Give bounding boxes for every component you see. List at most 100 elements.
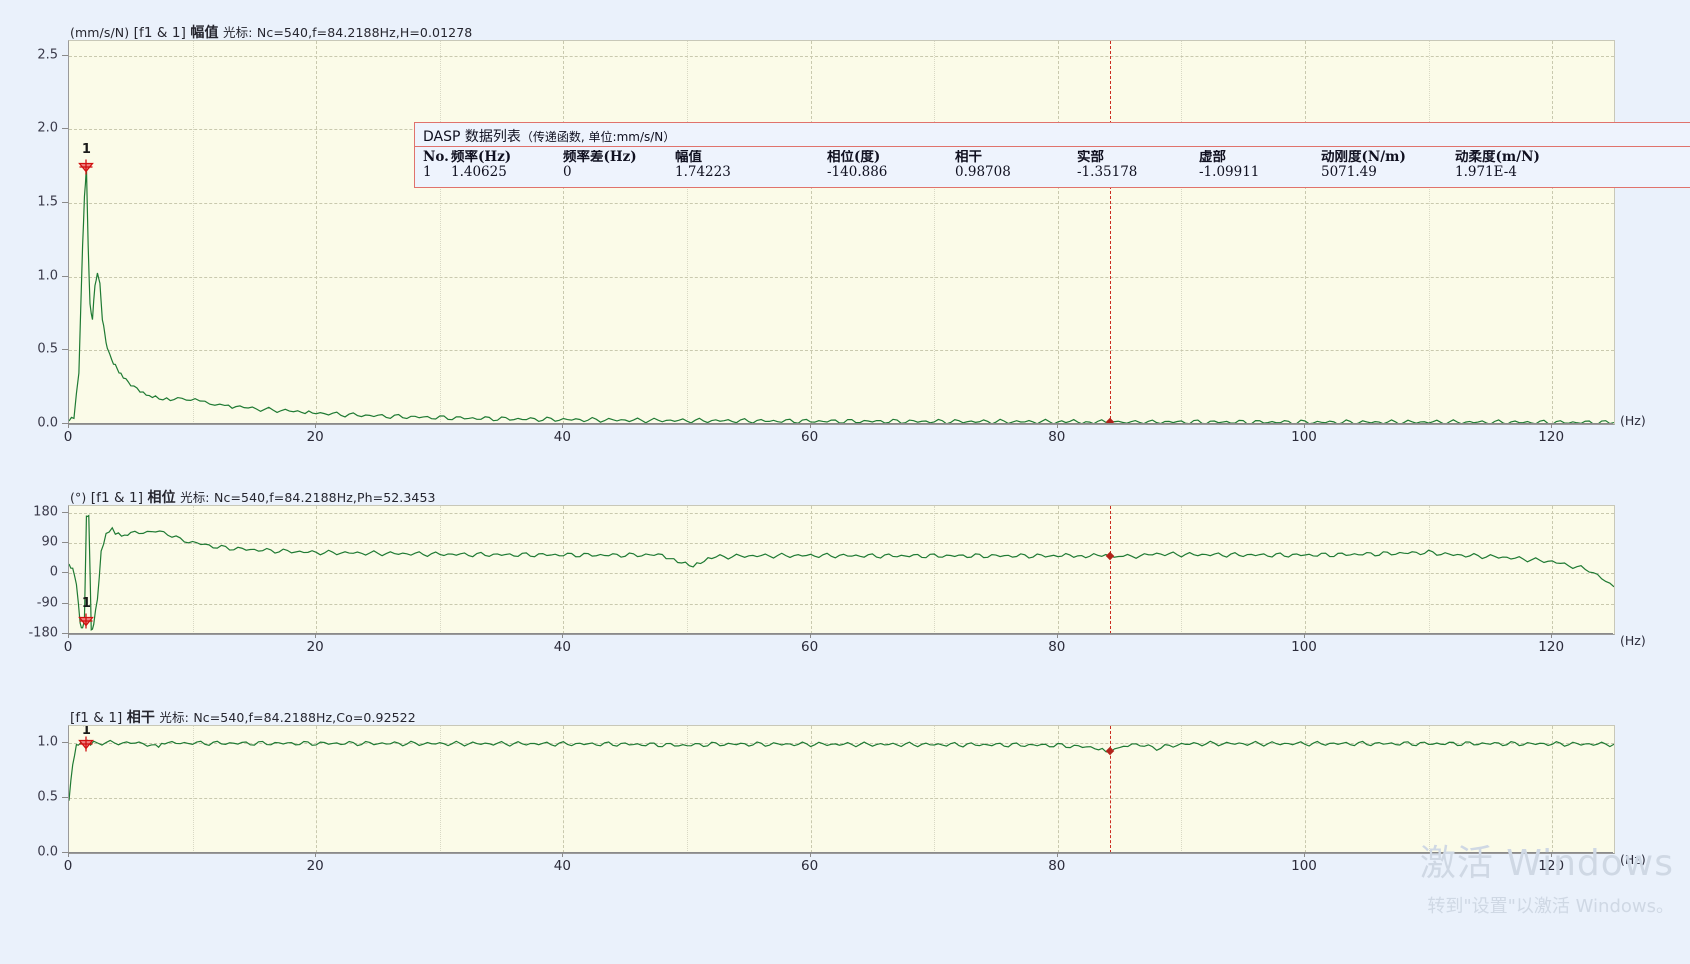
table-cell: 5071.49 (1321, 165, 1377, 180)
x-axis-tick-label: 60 (801, 858, 819, 874)
x-axis-tick-mark (315, 633, 317, 638)
gridline-vertical (1057, 506, 1059, 634)
x-axis-tick-mark (809, 852, 811, 857)
y-axis-tick-mark (62, 511, 68, 513)
gridline-vertical (1552, 506, 1554, 634)
table-row[interactable]: 1 1.40625 0 1.74223 -140.886 0.98708 -1.35178 -… (423, 165, 1690, 180)
y-axis-tick-mark (62, 741, 68, 743)
x-axis-tick-label: 120 (1538, 858, 1565, 874)
magnitude-x-unit: (Hz) (1620, 413, 1646, 428)
table-cell: 0 (563, 165, 572, 180)
gridline-horizontal (69, 573, 1614, 575)
x-axis-tick-label: 120 (1538, 429, 1565, 445)
windows-activation-watermark-line2: 转到"设置"以激活 Windows。 (1427, 896, 1674, 917)
gridline-horizontal (69, 350, 1614, 352)
x-axis-tick-label: 20 (306, 639, 324, 655)
magnitude-plot-area[interactable]: 1 (68, 40, 1615, 425)
table-cell: -1.09911 (1199, 165, 1260, 180)
panel-coherence-channel: [f1 & 1] (70, 710, 123, 726)
y-axis-tick-label: 0.5 (37, 789, 58, 805)
x-axis-tick-mark (1551, 852, 1553, 857)
table-cell: 0.98708 (955, 165, 1011, 180)
gridline-horizontal (69, 512, 1614, 514)
gridline-vertical (934, 506, 936, 634)
gridline-vertical (1428, 726, 1430, 853)
y-axis-tick-mark (62, 633, 68, 634)
gridline-horizontal (69, 634, 1614, 635)
y-axis-tick-mark (62, 128, 68, 130)
gridline-vertical (687, 41, 688, 424)
table-cell: 1.74223 (675, 165, 731, 180)
trace-line (69, 514, 1614, 631)
x-axis-tick-label: 40 (553, 858, 571, 874)
x-axis-tick-label: 100 (1291, 429, 1317, 445)
gridline-vertical (1552, 41, 1554, 424)
y-axis-tick-label: 0.0 (37, 415, 58, 431)
table-cell: -140.886 (827, 165, 888, 180)
table-cell: -1.35178 (1077, 165, 1138, 180)
phase-plot-area[interactable]: 1 (68, 505, 1615, 635)
y-axis-tick-label: 1.0 (37, 734, 58, 750)
x-axis-tick-label: 80 (1048, 639, 1066, 655)
y-axis-tick-mark (62, 202, 68, 204)
coherence-plot-area[interactable]: 1 (68, 725, 1615, 854)
y-axis-tick-mark (62, 275, 68, 277)
cursor-line[interactable] (1109, 726, 1111, 853)
y-axis-tick-label: 90 (41, 534, 58, 550)
y-axis-tick-mark (62, 602, 68, 604)
gridline-horizontal (69, 543, 1614, 545)
gridline-vertical (810, 726, 812, 853)
y-axis-tick-mark (62, 54, 68, 56)
y-axis-tick-label: 1.0 (37, 268, 58, 284)
peak-marker-icon[interactable] (78, 735, 95, 752)
y-axis-tick-mark (62, 572, 68, 574)
x-axis-tick-mark (68, 633, 69, 638)
x-axis-tick-mark (315, 852, 317, 857)
x-axis-tick-label: 80 (1048, 858, 1066, 874)
gridline-vertical (1181, 41, 1183, 424)
table-cell: 1.40625 (451, 165, 507, 180)
gridline-horizontal (69, 742, 1614, 744)
table-column-header: No. (423, 150, 449, 165)
dialog-title: DASP 数据列表（传递函数, 单位:mm/s/N） (423, 126, 675, 146)
x-axis-tick-label: 0 (63, 429, 73, 445)
table-column-header: 频率差(Hz) (563, 150, 637, 165)
x-axis-tick-mark (1304, 423, 1305, 428)
gridline-vertical (192, 41, 194, 424)
x-axis-tick-label: 100 (1291, 858, 1317, 874)
y-axis-tick-label: -180 (28, 625, 58, 641)
data-list-dialog[interactable]: DASP 数据列表（传递函数, 单位:mm/s/N） No. 频率(Hz) 频率差(… (414, 122, 1690, 188)
panel-coherence-cursor-label: 光标: (159, 710, 189, 725)
y-axis-tick-label: 1.5 (37, 194, 58, 210)
gridline-vertical (687, 506, 688, 634)
x-axis-tick-label: 0 (63, 858, 73, 874)
gridline-vertical (1057, 726, 1059, 853)
table-cell: 1.971E-4 (1455, 165, 1517, 180)
panel-phase-quantity: 相位 (147, 490, 176, 506)
x-axis-tick-mark (68, 852, 69, 857)
gridline-vertical (439, 41, 441, 424)
cursor-line[interactable] (1109, 506, 1111, 634)
gridline-vertical (192, 726, 194, 853)
table-column-header: 相干 (955, 150, 982, 165)
x-axis-tick-mark (809, 423, 811, 428)
x-axis-tick-label: 80 (1048, 429, 1066, 445)
dialog-titlebar[interactable]: DASP 数据列表（传递函数, 单位:mm/s/N） (415, 123, 1690, 147)
peak-marker-icon[interactable] (78, 159, 95, 176)
x-axis-tick-mark (562, 852, 564, 857)
panel-coherence-quantity: 相干 (126, 710, 155, 726)
gridline-horizontal (69, 276, 1614, 278)
panel-magnitude-title: (mm/s/N) [f1 & 1] 幅值 光标: Nc=540,f=84.218… (70, 22, 472, 42)
panel-phase-channel: [f1 & 1] (90, 490, 144, 506)
phase-x-unit: (Hz) (1620, 633, 1646, 648)
x-axis-tick-mark (1551, 633, 1553, 638)
table-column-header: 虚部 (1199, 150, 1226, 165)
x-axis-tick-label: 60 (801, 429, 819, 445)
gridline-vertical (316, 726, 318, 853)
peak-marker-icon[interactable] (78, 612, 95, 629)
panel-coherence-title: [f1 & 1] 相干 光标: Nc=540,f=84.2188Hz,Co=0.… (70, 707, 416, 727)
cursor-line[interactable] (1109, 41, 1111, 424)
panel-magnitude-cursor-label: 光标: (223, 25, 253, 40)
peak-marker-label: 1 (81, 142, 91, 158)
gridline-vertical (810, 506, 812, 634)
